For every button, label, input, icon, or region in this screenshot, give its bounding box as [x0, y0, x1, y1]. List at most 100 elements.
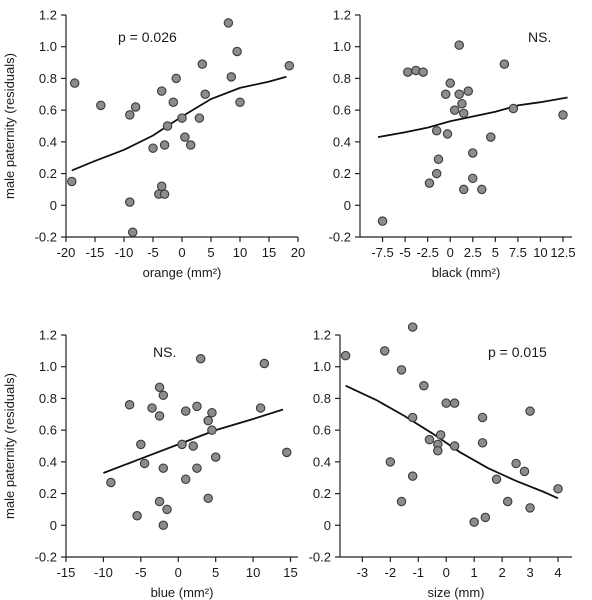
- data-point: [188, 441, 198, 451]
- data-point: [156, 86, 167, 96]
- y-tick-label: 0: [324, 518, 331, 533]
- data-point: [499, 59, 510, 69]
- y-tick-label: 1.2: [39, 328, 57, 343]
- y-tick-label: -0.2: [309, 550, 331, 565]
- data-point: [454, 89, 464, 100]
- x-tick-label: -7.5: [371, 245, 393, 260]
- data-point: [511, 458, 521, 469]
- data-point: [197, 59, 208, 69]
- data-point: [407, 471, 418, 481]
- data-point: [127, 227, 138, 237]
- trend-line: [377, 96, 568, 138]
- x-tick-label: -2.5: [416, 245, 438, 260]
- x-tick-label: 1: [471, 565, 478, 580]
- orange-panel: male paternity (residuals) orange (mm²) …: [2, 8, 305, 281]
- data-point: [457, 99, 467, 109]
- data-point: [435, 430, 446, 440]
- data-point: [168, 97, 179, 107]
- x-tick-label: -5: [399, 245, 411, 260]
- data-point: [396, 365, 407, 375]
- data-point: [125, 110, 135, 120]
- data-point: [477, 438, 488, 448]
- data-point: [396, 496, 407, 507]
- trend-line: [103, 408, 284, 474]
- data-point: [486, 132, 496, 142]
- y-tick-label: 0.8: [313, 391, 331, 406]
- data-point: [136, 439, 146, 450]
- x-tick-label: -15: [57, 565, 76, 580]
- data-point: [525, 406, 535, 416]
- data-point: [441, 398, 451, 408]
- data-point: [553, 484, 563, 494]
- y-tick-label: 0.4: [333, 134, 351, 149]
- data-point: [558, 110, 568, 120]
- data-point: [480, 512, 491, 523]
- data-point: [259, 358, 270, 369]
- data-point: [407, 412, 418, 423]
- significance-annotation: NS.: [528, 29, 551, 45]
- data-point: [195, 354, 206, 364]
- data-point: [185, 140, 196, 150]
- data-point: [203, 415, 213, 426]
- y-tick-label: 0: [344, 198, 351, 213]
- data-point: [469, 517, 479, 527]
- data-point: [96, 100, 106, 111]
- x-tick-label: 0: [447, 245, 454, 260]
- data-point: [449, 398, 460, 408]
- x-tick-label: -20: [57, 245, 76, 260]
- data-point: [477, 184, 487, 195]
- x-axis-title: orange (mm²): [143, 265, 222, 280]
- data-point: [433, 154, 444, 165]
- data-point: [192, 463, 202, 473]
- y-tick-label: -0.2: [35, 230, 57, 245]
- data-point: [154, 496, 165, 507]
- x-tick-label: 2: [499, 565, 506, 580]
- data-point: [148, 143, 158, 153]
- x-tick-label: 10: [233, 245, 247, 260]
- data-point: [171, 73, 181, 84]
- data-point: [69, 78, 80, 88]
- data-point: [132, 511, 142, 521]
- x-tick-label: -10: [115, 245, 134, 260]
- x-tick-label: -2: [385, 565, 397, 580]
- x-tick-label: 5: [207, 245, 214, 260]
- data-point: [124, 400, 135, 410]
- y-axis-title: male paternity (residuals): [2, 53, 17, 199]
- data-point: [180, 474, 191, 485]
- data-point: [162, 121, 173, 131]
- data-point: [194, 113, 205, 123]
- p-value-annotation: p = 0.026: [118, 29, 177, 45]
- data-point: [424, 434, 435, 445]
- x-tick-label: 10: [533, 245, 547, 260]
- data-point: [223, 18, 234, 28]
- trend-line: [345, 384, 559, 500]
- y-tick-label: 1.2: [39, 8, 57, 23]
- data-point: [431, 126, 442, 136]
- y-axis-title: male paternity (residuals): [2, 373, 17, 519]
- x-tick-label: 12.5: [550, 245, 575, 260]
- x-tick-label: 10: [246, 565, 260, 580]
- data-point: [419, 380, 429, 391]
- data-point: [440, 89, 451, 100]
- y-tick-label: -0.2: [329, 230, 351, 245]
- data-point: [519, 466, 530, 477]
- data-point: [491, 474, 502, 485]
- x-tick-label: -5: [135, 565, 147, 580]
- y-tick-label: 0.2: [333, 166, 351, 181]
- data-point: [525, 503, 535, 513]
- x-tick-label: -5: [147, 245, 159, 260]
- x-tick-label: -1: [412, 565, 424, 580]
- y-tick-label: 0: [50, 518, 57, 533]
- data-point: [158, 390, 169, 401]
- data-point: [192, 401, 202, 412]
- y-tick-label: 0.6: [313, 423, 331, 438]
- data-point: [177, 113, 187, 123]
- data-point: [255, 403, 266, 413]
- data-point: [433, 446, 443, 456]
- x-tick-label: 5: [492, 245, 499, 260]
- data-point: [445, 78, 455, 88]
- data-point: [477, 412, 488, 423]
- blue-panel: male paternity (residuals) blue (mm²) NS…: [2, 328, 298, 600]
- y-tick-label: 1.0: [39, 359, 57, 374]
